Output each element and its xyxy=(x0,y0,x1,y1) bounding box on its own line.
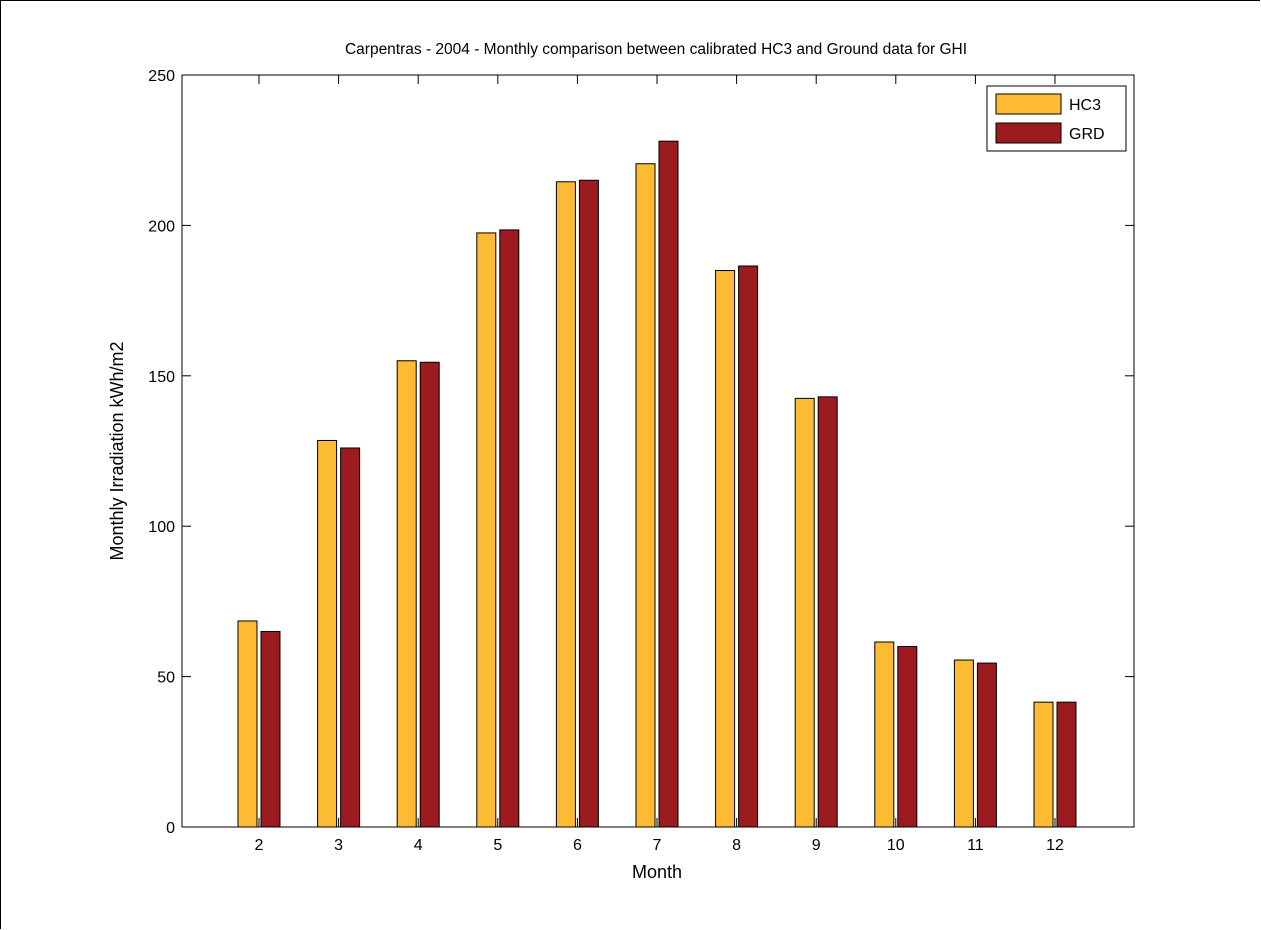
bar-grd-4 xyxy=(419,361,440,828)
chart-title: Carpentras - 2004 - Monthly comparison b… xyxy=(345,41,967,58)
bar-grd-7 xyxy=(658,140,679,828)
bar-grd-3 xyxy=(340,447,361,828)
plot-area xyxy=(237,140,1077,828)
bar-grd-6 xyxy=(578,179,599,828)
bar-grd-2 xyxy=(260,630,281,828)
bar-hc3-12 xyxy=(1033,701,1054,828)
bar-grd-11 xyxy=(976,662,997,828)
bar-hc3-6 xyxy=(555,181,576,828)
axes-box xyxy=(181,74,1135,828)
bar-hc3-9 xyxy=(794,397,815,828)
legend-label-hc3: HC3 xyxy=(1069,97,1101,114)
bar-hc3-2 xyxy=(237,620,258,828)
x-tick-label: 9 xyxy=(812,837,821,854)
y-axis: 0 50 100 150 200 250 xyxy=(148,68,1134,837)
legend-swatch-grd xyxy=(995,122,1062,144)
bar-grd-8 xyxy=(738,265,759,828)
bar-hc3-3 xyxy=(317,439,338,828)
x-tick-label: 7 xyxy=(653,837,662,854)
y-tick-label: 250 xyxy=(148,68,175,85)
y-tick-label: 150 xyxy=(148,369,175,386)
x-axis-label: Month xyxy=(632,862,682,882)
x-tick-label: 12 xyxy=(1046,837,1064,854)
legend-label-grd: GRD xyxy=(1069,126,1105,143)
bar-grd-9 xyxy=(817,396,838,828)
x-tick-label: 3 xyxy=(334,837,343,854)
bar-hc3-7 xyxy=(635,163,656,828)
x-tick-label: 2 xyxy=(255,837,264,854)
x-tick-label: 11 xyxy=(967,837,984,854)
bar-hc3-10 xyxy=(874,641,895,828)
y-tick-label: 200 xyxy=(148,218,175,235)
bar-hc3-8 xyxy=(715,270,736,828)
y-tick-label: 0 xyxy=(166,820,175,837)
x-tick-label: 8 xyxy=(732,837,741,854)
legend: HC3 GRD xyxy=(986,85,1127,152)
bar-hc3-11 xyxy=(953,659,974,828)
x-axis: 2 3 4 5 6 7 8 9 10 11 12 xyxy=(255,75,1064,854)
bar-hc3-4 xyxy=(396,360,417,828)
legend-swatch-hc3 xyxy=(995,93,1062,115)
y-tick-label: 50 xyxy=(157,670,175,687)
x-tick-label: 6 xyxy=(573,837,582,854)
bar-grd-12 xyxy=(1056,701,1077,828)
x-tick-label: 10 xyxy=(887,837,905,854)
y-tick-label: 100 xyxy=(148,519,175,536)
bar-grd-5 xyxy=(499,229,520,828)
bar-grd-10 xyxy=(897,646,918,828)
y-axis-label: Monthly Irradiation kWh/m2 xyxy=(107,341,127,560)
x-tick-label: 5 xyxy=(493,837,502,854)
x-tick-label: 4 xyxy=(414,837,423,854)
bar-hc3-5 xyxy=(476,232,497,828)
